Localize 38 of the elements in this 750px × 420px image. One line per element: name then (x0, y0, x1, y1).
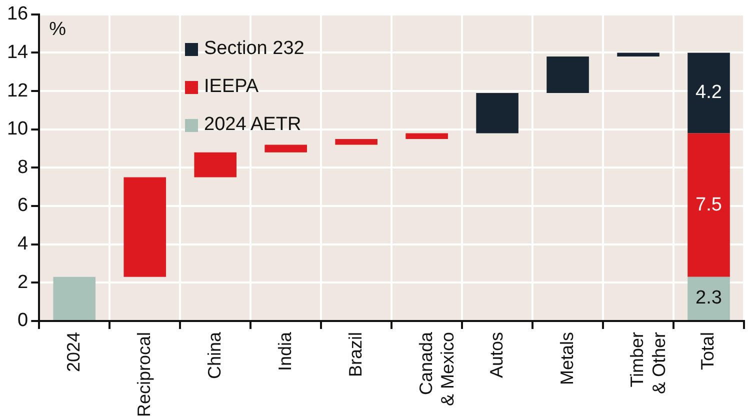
bar (264, 144, 307, 152)
y-tick-label: 0 (18, 310, 28, 332)
bar (688, 133, 730, 277)
y-tick-label: 2 (18, 272, 28, 293)
data-label: 7.5 (696, 194, 722, 216)
x-tick-label: Total (698, 332, 718, 370)
data-label: 2.3 (696, 288, 722, 309)
bar (194, 152, 236, 178)
y-tick-label: 12 (6, 80, 28, 102)
bar (688, 276, 730, 320)
x-tick-label: India (274, 330, 295, 372)
legend-label: IEEPA (204, 76, 259, 98)
y-tick-label: 4 (18, 234, 29, 255)
bar (546, 56, 589, 93)
bar (335, 138, 378, 145)
y-tick-label: 14 (6, 42, 29, 63)
bar (476, 92, 518, 134)
bar (406, 133, 448, 139)
legend-label: 2024 AETR (204, 114, 302, 136)
bar (688, 52, 730, 134)
x-tick-label: Reciprocal (134, 332, 154, 418)
x-tick-label: Brazil (345, 332, 366, 377)
x-tick-label: Canada & Mexico (416, 330, 458, 406)
y-tick-label: 16 (6, 4, 28, 25)
y-axis-title: % (49, 19, 66, 40)
x-tick-label: Autos (486, 332, 506, 378)
bar (617, 52, 660, 57)
data-label: 4.2 (696, 82, 722, 104)
x-tick-label: Metals (556, 332, 577, 385)
x-tick-label: 2024 (63, 332, 84, 372)
y-tick-label: 6 (18, 195, 28, 216)
bar (124, 177, 166, 277)
legend-label: Section 232 (204, 38, 304, 60)
x-tick-label: China (204, 330, 224, 379)
x-tick-label: Timber & Other (627, 332, 669, 394)
y-tick-label: 10 (6, 118, 28, 140)
y-tick-label: 8 (18, 156, 28, 178)
bar (53, 276, 96, 320)
